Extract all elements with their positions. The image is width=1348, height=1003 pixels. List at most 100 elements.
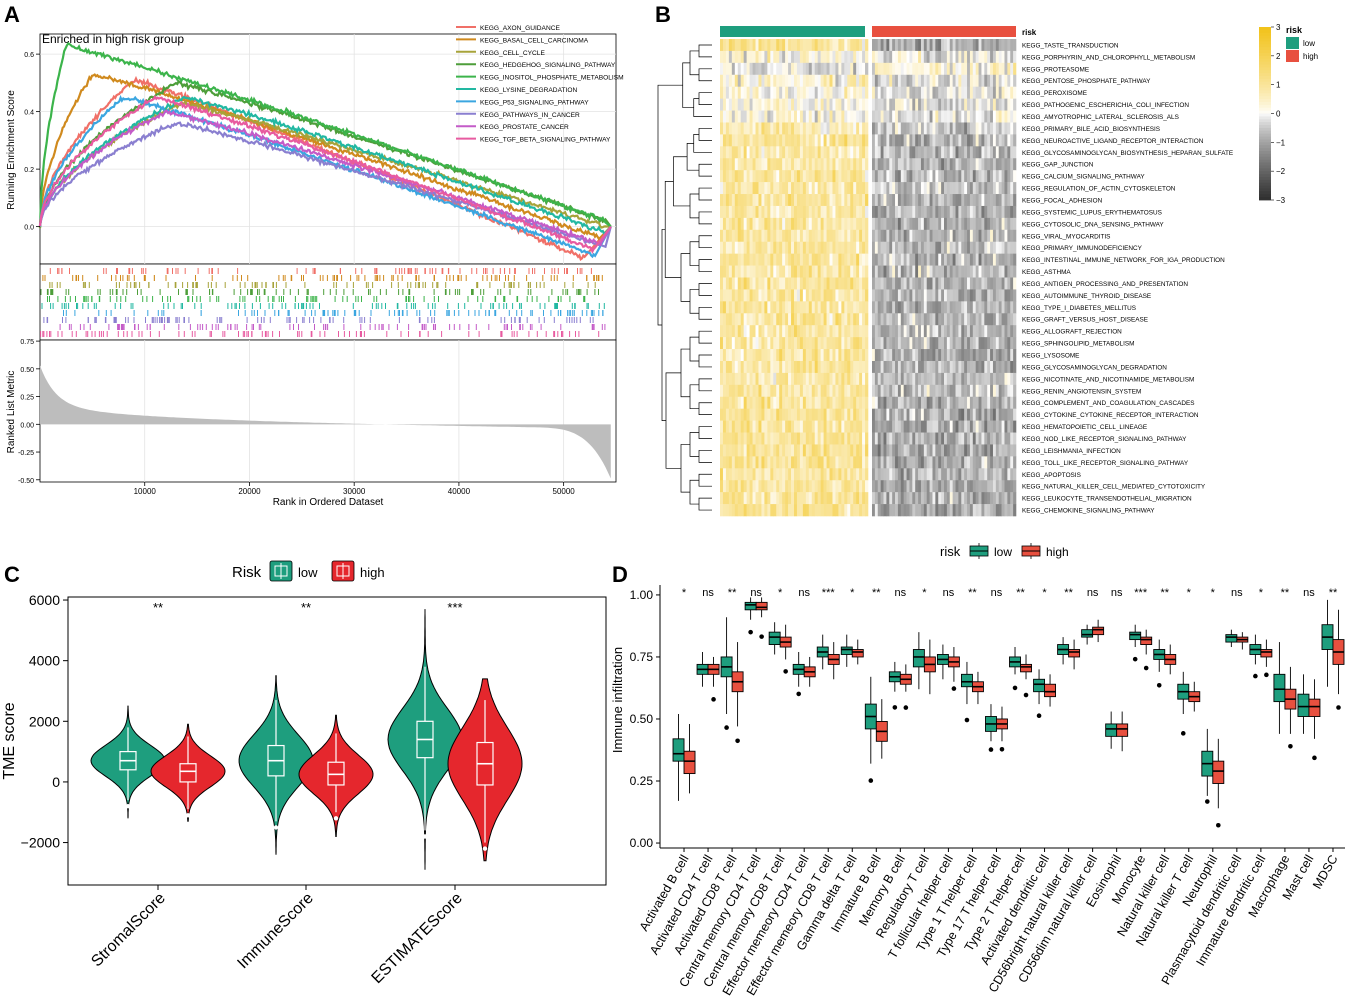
heatmap-cell bbox=[958, 492, 962, 505]
heatmap-cell bbox=[900, 253, 904, 266]
heatmap-cell bbox=[964, 122, 968, 135]
heatmap-cell bbox=[817, 217, 821, 231]
heatmap-cell bbox=[734, 349, 739, 362]
heatmap-cell bbox=[941, 337, 945, 350]
heatmap-cell bbox=[1007, 468, 1011, 481]
heatmap-cell bbox=[944, 372, 948, 386]
heatmap-cell bbox=[770, 480, 774, 493]
heatmap-cell bbox=[944, 492, 948, 505]
heatmap-cell bbox=[1004, 194, 1008, 207]
heatmap-cell bbox=[903, 146, 907, 159]
heatmap-cell bbox=[1001, 337, 1005, 350]
heatmap-cell bbox=[886, 170, 890, 183]
heatmap-cell bbox=[944, 349, 948, 362]
heatmap-cell bbox=[779, 289, 783, 302]
box-low bbox=[1033, 678, 1046, 693]
heatmap-cell bbox=[728, 360, 733, 374]
heatmap-cell bbox=[734, 277, 739, 290]
heatmap-cell bbox=[829, 384, 833, 398]
heatmap-cell bbox=[779, 384, 783, 398]
heatmap-cell bbox=[872, 146, 876, 159]
heatmap-cell bbox=[972, 170, 976, 183]
heatmap-cell bbox=[731, 384, 736, 398]
heatmap-cell bbox=[923, 277, 928, 290]
heatmap-cell bbox=[958, 182, 962, 195]
heatmap-cell bbox=[862, 217, 866, 231]
heatmap-cell bbox=[972, 62, 976, 76]
heatmap-cell bbox=[776, 134, 780, 147]
heatmap-cell bbox=[909, 384, 913, 398]
heatmap-cell bbox=[728, 372, 733, 386]
heatmap-cell bbox=[975, 289, 979, 302]
heatmap-cell bbox=[909, 229, 913, 243]
heatmap-cell bbox=[782, 182, 786, 195]
metric-tick-label: 0.50 bbox=[20, 367, 34, 374]
heatmap-cell bbox=[728, 301, 733, 314]
heatmap-cell bbox=[886, 492, 890, 505]
heatmap-cell bbox=[877, 74, 881, 88]
heatmap-cell bbox=[853, 182, 857, 195]
heatmap-cell bbox=[862, 289, 866, 302]
heatmap-cell bbox=[920, 86, 925, 99]
heatmap-cell bbox=[794, 110, 798, 123]
ranked-metric-fill bbox=[40, 365, 611, 479]
heatmap-cell bbox=[734, 110, 739, 123]
heatmap-cell bbox=[903, 492, 907, 505]
heatmap-cell bbox=[722, 396, 727, 409]
risk-legend-label: high bbox=[1303, 52, 1318, 61]
heatmap-cell bbox=[737, 62, 742, 76]
heatmap-cell bbox=[984, 98, 988, 111]
heatmap-cell bbox=[746, 360, 750, 374]
heatmap-cell bbox=[743, 432, 747, 445]
heatmap-cell bbox=[952, 504, 956, 517]
heatmap-cell bbox=[767, 301, 771, 314]
heatmap-cell bbox=[725, 134, 730, 147]
heatmap-cell bbox=[998, 62, 1002, 76]
heatmap-cell bbox=[841, 62, 845, 76]
heatmap-cell bbox=[755, 229, 759, 243]
heatmap-cell bbox=[906, 134, 910, 147]
legend-label: KEGG_PROSTATE_CANCER bbox=[480, 124, 569, 131]
heatmap-cell bbox=[1001, 265, 1005, 278]
heatmap-cell bbox=[808, 337, 813, 350]
significance-label: ** bbox=[1160, 587, 1169, 599]
heatmap-cell bbox=[955, 170, 959, 183]
heatmap-cell bbox=[909, 444, 913, 457]
heatmap-cell bbox=[990, 372, 994, 386]
heatmap-cell bbox=[773, 146, 777, 159]
heatmap-cell bbox=[880, 229, 884, 243]
heatmap-cell bbox=[832, 360, 836, 374]
colorbar-segment bbox=[1259, 125, 1271, 129]
heatmap-cell bbox=[872, 301, 876, 314]
heatmap-cell bbox=[926, 158, 930, 171]
heatmap-cell bbox=[856, 241, 860, 254]
dendrogram-branch bbox=[689, 336, 699, 362]
heatmap-cell bbox=[773, 456, 777, 469]
heatmap-cell bbox=[808, 396, 813, 409]
heatmap-cell bbox=[720, 253, 724, 266]
heatmap-cell bbox=[880, 396, 884, 409]
x-tick-label: MDSC bbox=[1310, 853, 1341, 892]
heatmap-cell bbox=[746, 74, 750, 88]
heatmap-cell bbox=[932, 337, 936, 350]
heatmap-cell bbox=[920, 504, 925, 517]
heatmap-row-label: KEGG_ALLOGRAFT_REJECTION bbox=[1022, 329, 1122, 336]
heatmap-cell bbox=[981, 504, 985, 517]
heatmap-cell bbox=[752, 420, 756, 433]
heatmap-cell bbox=[938, 253, 942, 266]
heatmap-cell bbox=[889, 265, 893, 278]
heatmap-cell bbox=[949, 74, 953, 88]
heatmap-cell bbox=[900, 110, 904, 123]
heatmap-cell bbox=[865, 432, 869, 445]
box-low bbox=[840, 646, 853, 655]
heatmap-cell bbox=[746, 384, 750, 398]
heatmap-cell bbox=[975, 158, 979, 171]
heatmap-cell bbox=[880, 158, 884, 171]
heatmap-cell bbox=[967, 122, 971, 135]
heatmap-cell bbox=[817, 289, 821, 302]
heatmap-cell bbox=[720, 146, 724, 159]
heatmap-cell bbox=[782, 253, 786, 266]
heatmap-cell bbox=[820, 396, 824, 409]
heatmap-cell bbox=[788, 205, 792, 219]
heatmap-cell bbox=[900, 408, 904, 421]
